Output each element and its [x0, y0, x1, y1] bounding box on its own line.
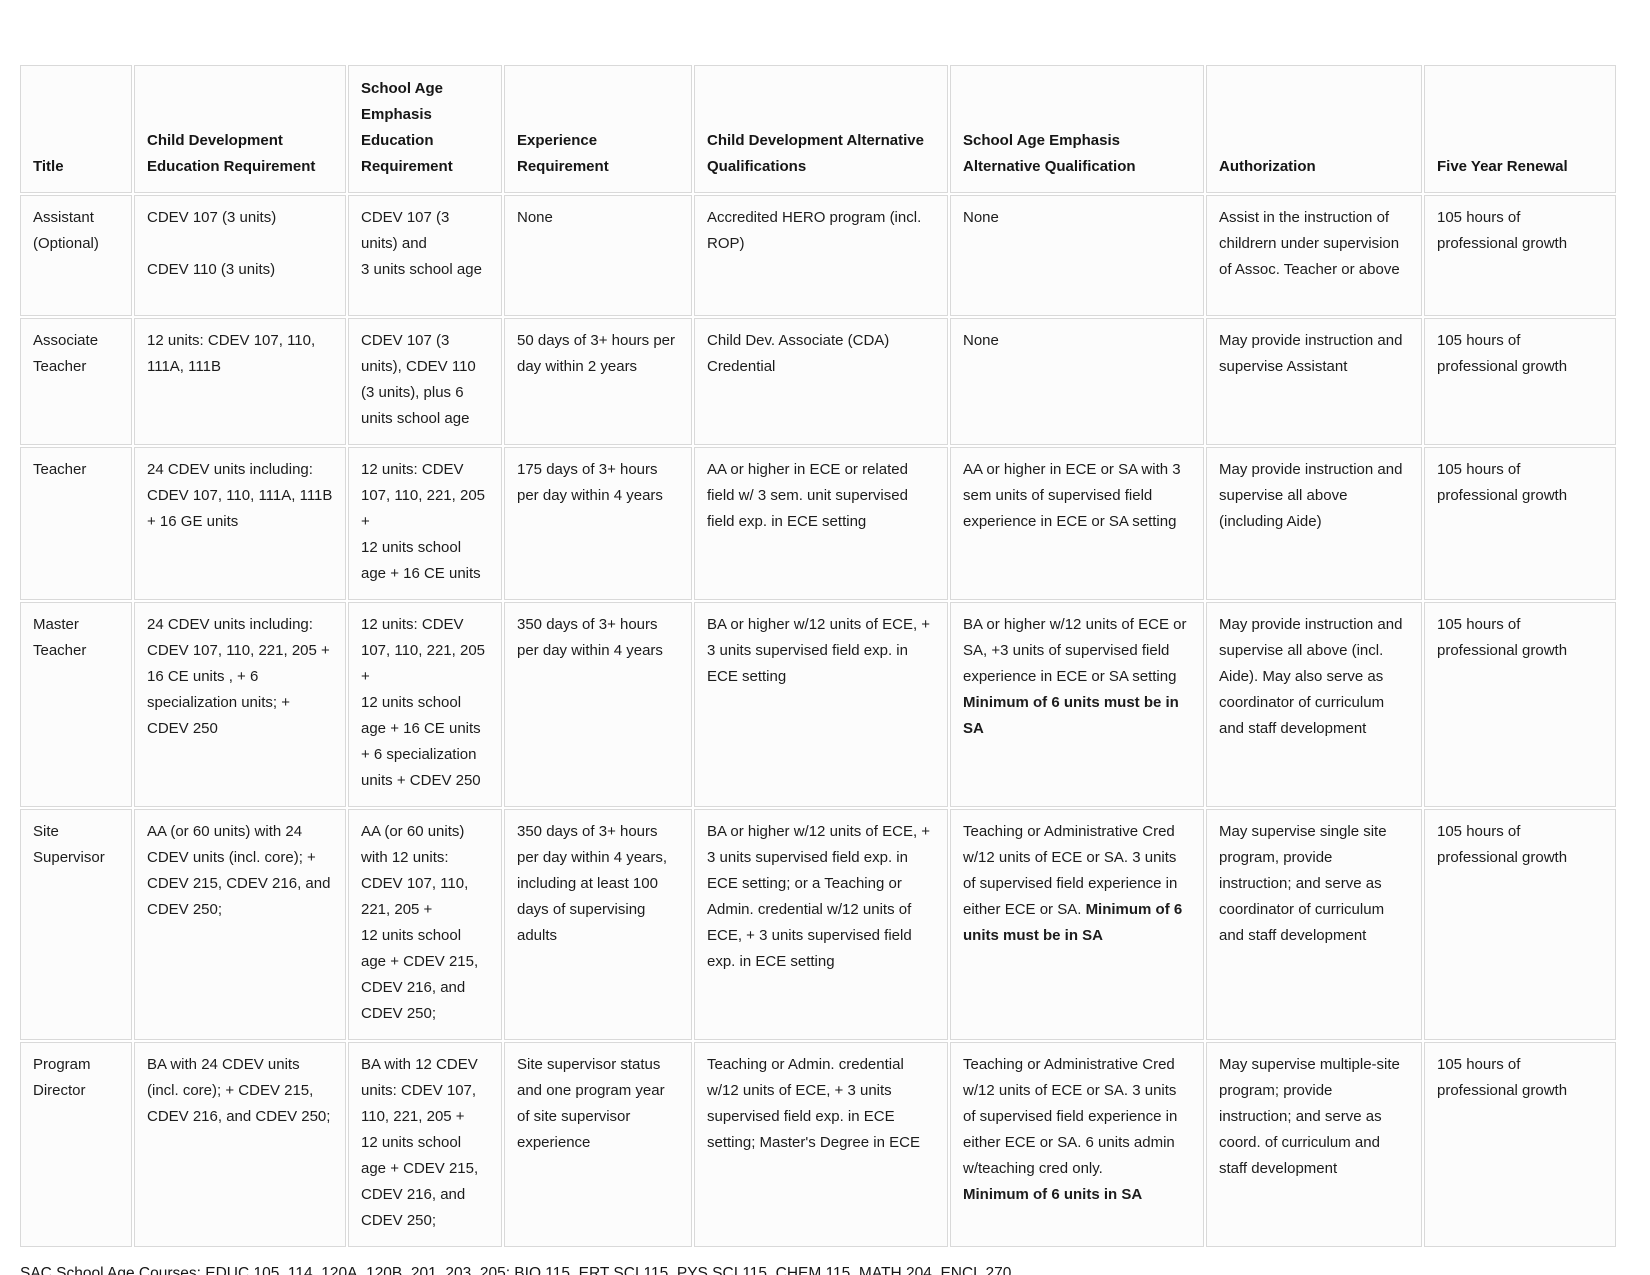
table-row-program-director: Program Director BA with 24 CDEV units (…	[20, 1042, 1616, 1247]
column-header-cd-education: Child Development Education Requirement	[134, 65, 346, 193]
cell-renewal: 105 hours of professional growth	[1424, 195, 1616, 316]
cell-title: Associate Teacher	[20, 318, 132, 445]
column-header-cd-alternative: Child Development Alternative Qualificat…	[694, 65, 948, 193]
cell-sa-alternative: Teaching or Administrative Cred w/12 uni…	[950, 809, 1204, 1040]
table-row-associate-teacher: Associate Teacher 12 units: CDEV 107, 11…	[20, 318, 1616, 445]
cell-authorization: May provide instruction and supervise al…	[1206, 447, 1422, 600]
sa-alternative-text: AA or higher in ECE or SA with 3 sem uni…	[963, 461, 1181, 530]
cell-experience: 50 days of 3+ hours per day within 2 yea…	[504, 318, 692, 445]
cell-title: Teacher	[20, 447, 132, 600]
cell-cd-education: 12 units: CDEV 107, 110, 111A, 111B	[134, 318, 346, 445]
sa-alternative-bold-note: Minimum of 6 units in SA	[963, 1186, 1143, 1203]
cell-cd-alternative: Child Dev. Associate (CDA) Credential	[694, 318, 948, 445]
table-row-teacher: Teacher 24 CDEV units including: CDEV 10…	[20, 447, 1616, 600]
column-header-renewal: Five Year Renewal	[1424, 65, 1616, 193]
cell-authorization: May supervise multiple-site program; pro…	[1206, 1042, 1422, 1247]
permit-matrix-table: Title Child Development Education Requir…	[18, 63, 1618, 1249]
table-row-site-supervisor: Site Supervisor AA (or 60 units) with 24…	[20, 809, 1616, 1040]
column-header-authorization: Authorization	[1206, 65, 1422, 193]
sa-alternative-text: None	[963, 209, 999, 226]
column-header-experience: Experience Requirement	[504, 65, 692, 193]
sa-alternative-text: None	[963, 332, 999, 349]
cell-sa-education: CDEV 107 (3 units) and 3 units school ag…	[348, 195, 502, 316]
cell-sa-education: 12 units: CDEV 107, 110, 221, 205 + 12 u…	[348, 602, 502, 807]
cell-renewal: 105 hours of professional growth	[1424, 318, 1616, 445]
cell-cd-education: BA with 24 CDEV units (incl. core); + CD…	[134, 1042, 346, 1247]
cell-cd-education: 24 CDEV units including: CDEV 107, 110, …	[134, 447, 346, 600]
cell-cd-alternative: BA or higher w/12 units of ECE, + 3 unit…	[694, 809, 948, 1040]
cell-authorization: May supervise single site program, provi…	[1206, 809, 1422, 1040]
column-header-sa-alternative: School Age Emphasis Alternative Qualific…	[950, 65, 1204, 193]
cell-sa-alternative: Teaching or Administrative Cred w/12 uni…	[950, 1042, 1204, 1247]
cell-renewal: 105 hours of professional growth	[1424, 1042, 1616, 1247]
cell-renewal: 105 hours of professional growth	[1424, 447, 1616, 600]
cell-sa-education: CDEV 107 (3 units), CDEV 110 (3 units), …	[348, 318, 502, 445]
table-row-assistant: Assistant (Optional) CDEV 107 (3 units) …	[20, 195, 1616, 316]
cell-renewal: 105 hours of professional growth	[1424, 809, 1616, 1040]
cell-experience: 175 days of 3+ hours per day within 4 ye…	[504, 447, 692, 600]
cell-experience: Site supervisor status and one program y…	[504, 1042, 692, 1247]
cell-renewal: 105 hours of professional growth	[1424, 602, 1616, 807]
cell-cd-education: AA (or 60 units) with 24 CDEV units (inc…	[134, 809, 346, 1040]
cell-cd-education: 24 CDEV units including: CDEV 107, 110, …	[134, 602, 346, 807]
cell-experience: 350 days of 3+ hours per day within 4 ye…	[504, 602, 692, 807]
cell-sa-education: 12 units: CDEV 107, 110, 221, 205 + 12 u…	[348, 447, 502, 600]
cell-authorization: May provide instruction and supervise As…	[1206, 318, 1422, 445]
cell-sa-alternative: BA or higher w/12 units of ECE or SA, +3…	[950, 602, 1204, 807]
cell-title: Program Director	[20, 1042, 132, 1247]
cell-cd-alternative: BA or higher w/12 units of ECE, + 3 unit…	[694, 602, 948, 807]
header-row: Title Child Development Education Requir…	[20, 65, 1616, 193]
sa-alternative-bold-note: Minimum of 6 units must be in SA	[963, 694, 1179, 737]
cell-cd-alternative: Teaching or Admin. credential w/12 units…	[694, 1042, 948, 1247]
cell-cd-education: CDEV 107 (3 units) CDEV 110 (3 units)	[134, 195, 346, 316]
cell-sa-education: AA (or 60 units) with 12 units: CDEV 107…	[348, 809, 502, 1040]
cell-cd-alternative: AA or higher in ECE or related field w/ …	[694, 447, 948, 600]
cell-sa-education: BA with 12 CDEV units: CDEV 107, 110, 22…	[348, 1042, 502, 1247]
cell-sa-alternative: None	[950, 195, 1204, 316]
sa-alternative-text: Teaching or Administrative Cred w/12 uni…	[963, 823, 1178, 918]
cell-title: Master Teacher	[20, 602, 132, 807]
cell-title: Assistant (Optional)	[20, 195, 132, 316]
cell-title: Site Supervisor	[20, 809, 132, 1040]
cell-experience: None	[504, 195, 692, 316]
cell-authorization: May provide instruction and supervise al…	[1206, 602, 1422, 807]
sa-alternative-bold-note: Minimum of 6 units must be in SA	[963, 901, 1183, 944]
table-row-master-teacher: Master Teacher 24 CDEV units including: …	[20, 602, 1616, 807]
sa-alternative-text: BA or higher w/12 units of ECE or SA, +3…	[963, 616, 1187, 685]
column-header-title: Title	[20, 65, 132, 193]
column-header-sa-education: School Age Emphasis Education Requiremen…	[348, 65, 502, 193]
cell-sa-alternative: None	[950, 318, 1204, 445]
sa-alternative-text: Teaching or Administrative Cred w/12 uni…	[963, 1056, 1178, 1177]
cell-sa-alternative: AA or higher in ECE or SA with 3 sem uni…	[950, 447, 1204, 600]
cell-cd-alternative: Accredited HERO program (incl. ROP)	[694, 195, 948, 316]
cell-experience: 350 days of 3+ hours per day within 4 ye…	[504, 809, 692, 1040]
cell-authorization: Assist in the instruction of childrern u…	[1206, 195, 1422, 316]
footnote-sac-school-age-courses: SAC School Age Courses: EDUC 105, 114, 1…	[20, 1265, 1012, 1275]
